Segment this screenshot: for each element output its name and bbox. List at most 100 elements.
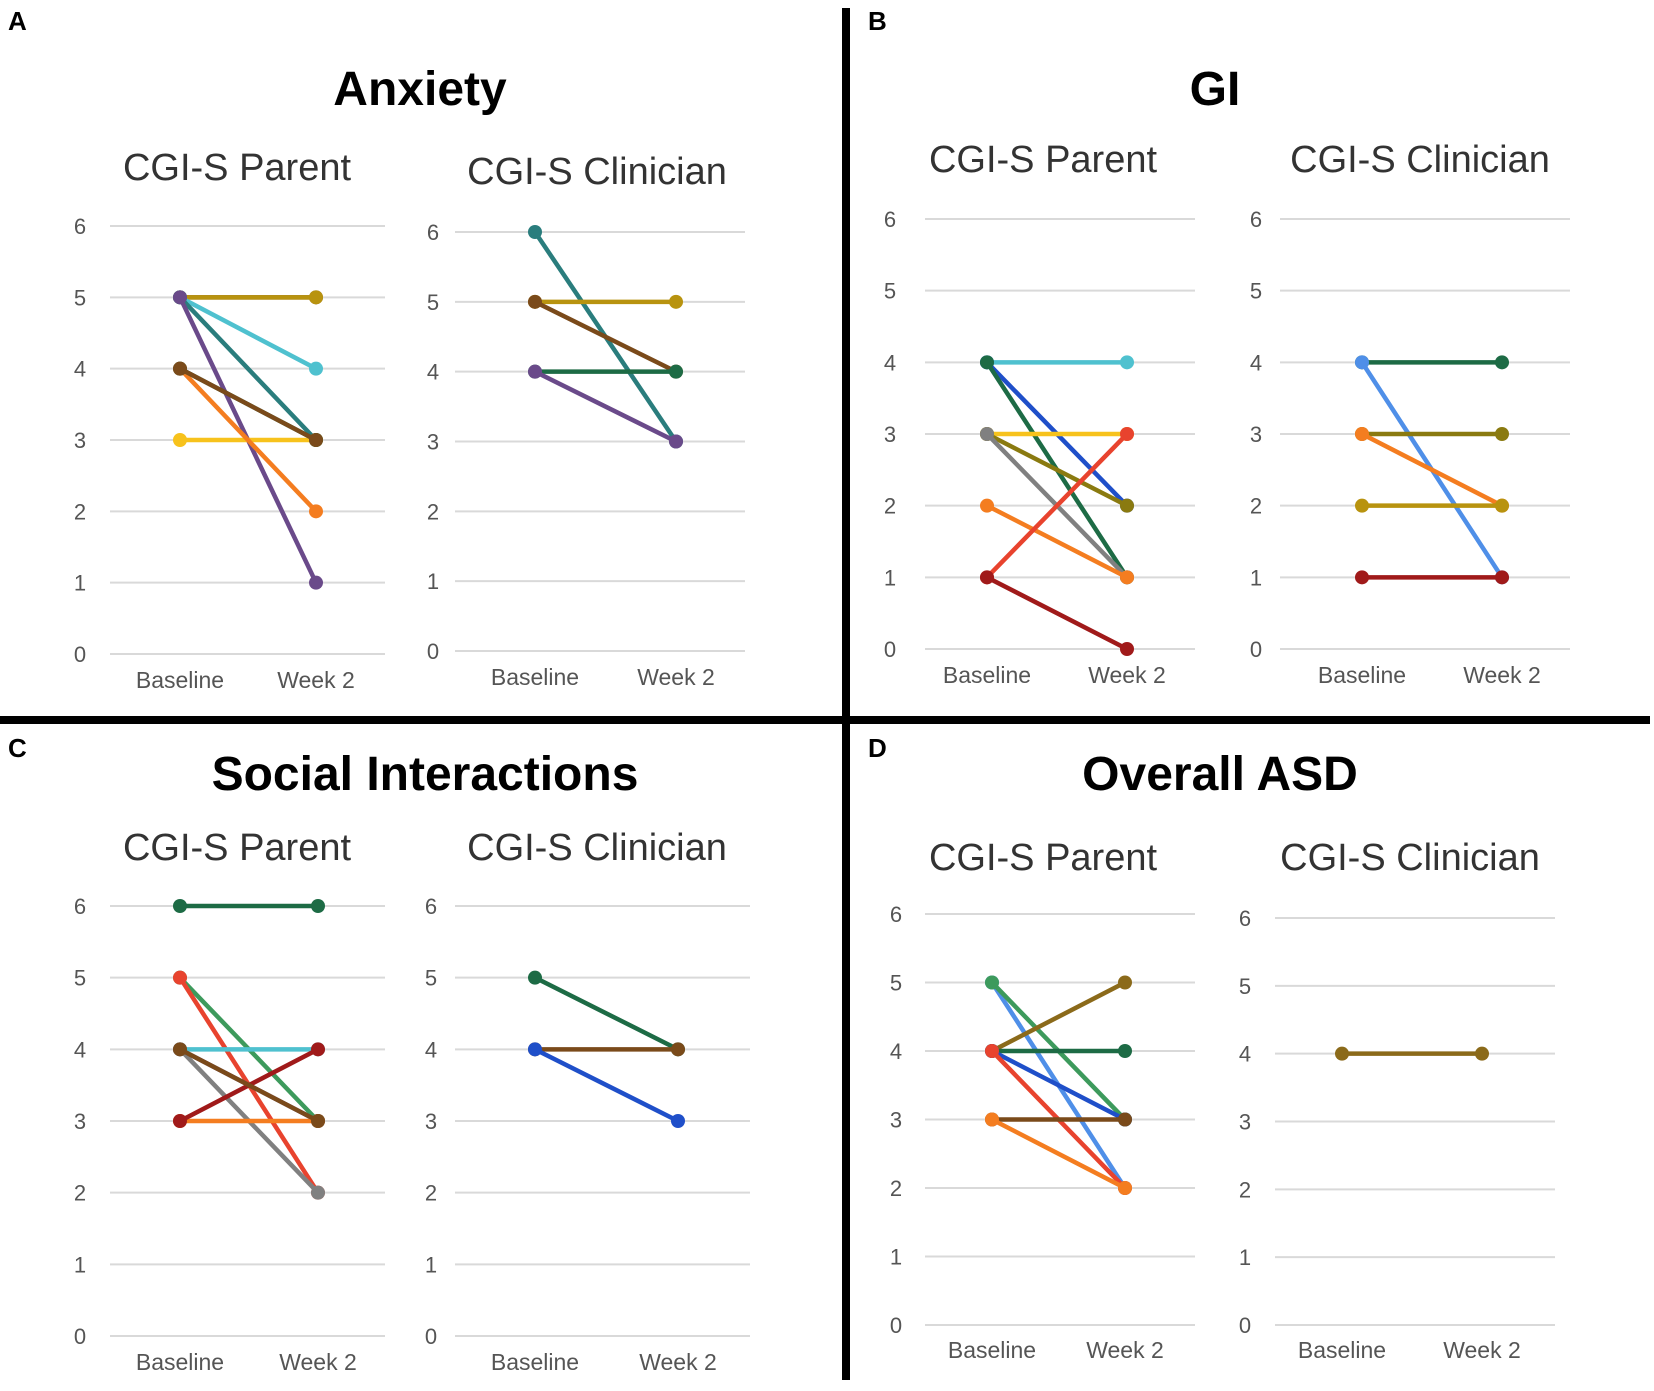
data-point-baseline	[528, 225, 542, 239]
y-tick-label: 1	[884, 565, 896, 590]
series-line	[177, 1047, 321, 1124]
series-line	[1359, 431, 1505, 508]
panel-label: A	[8, 6, 27, 36]
y-tick-label: 0	[427, 639, 439, 664]
series-line	[177, 295, 319, 443]
data-point-baseline	[173, 290, 187, 305]
data-point-baseline	[528, 1042, 542, 1057]
series-line	[984, 431, 1130, 508]
y-tick-label: 2	[74, 1181, 86, 1206]
y-tick-label: 3	[1239, 1110, 1251, 1135]
series-darkgreen	[528, 364, 683, 379]
x-category-label: Baseline	[491, 1349, 579, 1375]
y-tick-label: 2	[890, 1176, 902, 1201]
series-darkgreen	[985, 1044, 1132, 1058]
data-point-week2	[311, 1114, 325, 1128]
panel-c: C Social Interactions CGI-S Parent 0 1 2 3 4 5 6 B…	[8, 733, 750, 1375]
y-tick-label: 0	[1250, 637, 1262, 662]
chart-subtitle: CGI-S Clinician	[1290, 139, 1550, 181]
data-point-baseline	[980, 498, 994, 513]
data-point-week2	[671, 1114, 685, 1128]
series-line	[177, 366, 319, 514]
panel-d: D Overall ASD CGI-S Parent 0 1 2 3 4 5 6 Baseline W…	[868, 733, 1555, 1363]
series-cyan	[980, 355, 1134, 370]
x-category-label: Week 2	[1443, 1337, 1521, 1363]
data-point-baseline	[1355, 570, 1369, 585]
y-tick-label: 2	[884, 494, 896, 519]
series-darkgreen	[1355, 355, 1509, 370]
data-point-week2	[311, 899, 325, 913]
series-brown	[173, 1042, 325, 1128]
chart-subtitle: CGI-S Clinician	[467, 827, 727, 869]
y-tick-label: 6	[1250, 207, 1262, 232]
data-point-week2	[1495, 498, 1509, 513]
data-point-baseline	[173, 433, 187, 447]
data-point-week2	[309, 290, 323, 305]
y-tick-label: 4	[890, 1039, 902, 1064]
data-point-week2	[1118, 1181, 1132, 1195]
data-point-week2	[1120, 498, 1134, 513]
data-point-baseline	[985, 1044, 999, 1058]
data-point-week2	[1495, 427, 1509, 441]
data-point-week2	[1475, 1046, 1489, 1061]
data-point-baseline	[1355, 427, 1369, 441]
data-point-week2	[311, 1185, 325, 1200]
series-orange	[985, 1112, 1132, 1195]
data-point-week2	[669, 434, 683, 449]
chart-subtitle: CGI-S Parent	[123, 827, 352, 869]
x-category-label: Baseline	[136, 667, 224, 693]
y-tick-label: 2	[74, 499, 86, 524]
series-line	[984, 575, 1130, 652]
x-category-label: Week 2	[639, 1349, 717, 1375]
y-tick-label: 1	[74, 1252, 86, 1277]
chart-subtitle: CGI-S Parent	[123, 147, 352, 189]
y-tick-label: 3	[425, 1109, 437, 1134]
data-point-week2	[309, 504, 323, 519]
y-tick-label: 5	[427, 290, 439, 315]
y-tick-label: 5	[425, 966, 437, 991]
data-point-baseline	[985, 975, 999, 990]
panel-title: Anxiety	[333, 63, 507, 116]
series-purple	[528, 364, 683, 449]
y-tick-label: 6	[427, 220, 439, 245]
series-blue	[985, 1044, 1132, 1127]
data-point-baseline	[1355, 498, 1369, 513]
chart-subtitle: CGI-S Parent	[929, 837, 1158, 879]
y-tick-label: 5	[74, 285, 86, 310]
y-tick-label: 3	[74, 1109, 86, 1134]
data-point-week2	[1118, 975, 1132, 990]
series-line	[177, 295, 319, 371]
chart-clinician: CGI-S Clinician 0 1 2 3 4 5 6 Baseline Week 2	[425, 827, 750, 1375]
data-point-week2	[669, 364, 683, 379]
data-point-baseline	[980, 570, 994, 585]
series-orange	[1355, 427, 1509, 513]
data-point-week2	[1120, 570, 1134, 585]
y-tick-label: 1	[425, 1252, 437, 1277]
series-line	[532, 369, 679, 444]
data-point-baseline	[980, 355, 994, 370]
series-line	[984, 431, 1130, 580]
y-tick-label: 2	[425, 1181, 437, 1206]
series-brownolive	[1335, 1046, 1489, 1061]
data-point-week2	[309, 575, 323, 590]
y-tick-label: 4	[74, 357, 86, 382]
series-line	[532, 975, 681, 1052]
data-point-week2	[1118, 1044, 1132, 1058]
data-point-baseline	[173, 899, 187, 913]
series-yellow	[980, 427, 1134, 441]
series-brown	[528, 1042, 685, 1057]
data-point-baseline	[528, 294, 542, 309]
x-category-label: Week 2	[1463, 662, 1541, 688]
y-tick-label: 0	[74, 1324, 86, 1349]
y-tick-label: 6	[74, 894, 86, 919]
data-point-week2	[671, 1042, 685, 1057]
y-tick-label: 0	[884, 637, 896, 662]
y-tick-label: 0	[1239, 1313, 1251, 1338]
y-tick-label: 6	[74, 214, 86, 239]
series-gold	[1355, 498, 1509, 513]
chart-clinician: CGI-S Clinician 0 1 2 3 4 5 6 Baseline Week 2	[427, 151, 745, 690]
y-tick-label: 4	[425, 1037, 437, 1062]
data-point-baseline	[528, 364, 542, 379]
